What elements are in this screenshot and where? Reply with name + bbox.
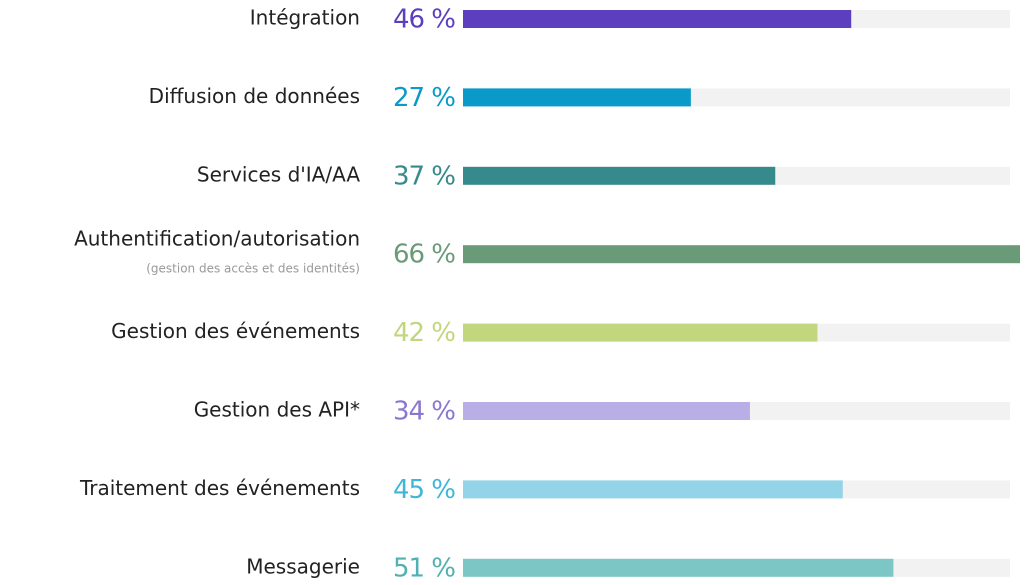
category-label: Gestion des API* — [194, 398, 360, 422]
value-label: 37 % — [393, 161, 455, 191]
category-sublabel: (gestion des accès et des identités) — [146, 262, 360, 276]
value-label: 42 % — [393, 318, 455, 348]
value-label: 45 % — [393, 475, 455, 505]
bar — [463, 166, 776, 185]
value-label: 34 % — [393, 397, 455, 427]
category-label: Traitement des événements — [79, 476, 360, 500]
category-label: Authentification/autorisation — [74, 227, 360, 251]
bar — [463, 323, 818, 342]
bar — [463, 402, 750, 420]
value-label: 46 % — [393, 5, 455, 35]
bar — [463, 245, 1020, 264]
bar — [463, 10, 852, 28]
bar — [463, 558, 894, 577]
bar — [463, 480, 843, 499]
category-label: Gestion des événements — [111, 319, 360, 343]
value-label: 66 % — [393, 240, 455, 270]
category-label: Messagerie — [246, 554, 360, 578]
category-label: Services d'IA/AA — [197, 162, 360, 186]
value-label: 27 % — [393, 83, 455, 113]
category-label: Diffusion de données — [149, 84, 360, 108]
value-label: 51 % — [393, 553, 455, 583]
bar — [463, 88, 691, 107]
category-label: Intégration — [250, 6, 360, 30]
